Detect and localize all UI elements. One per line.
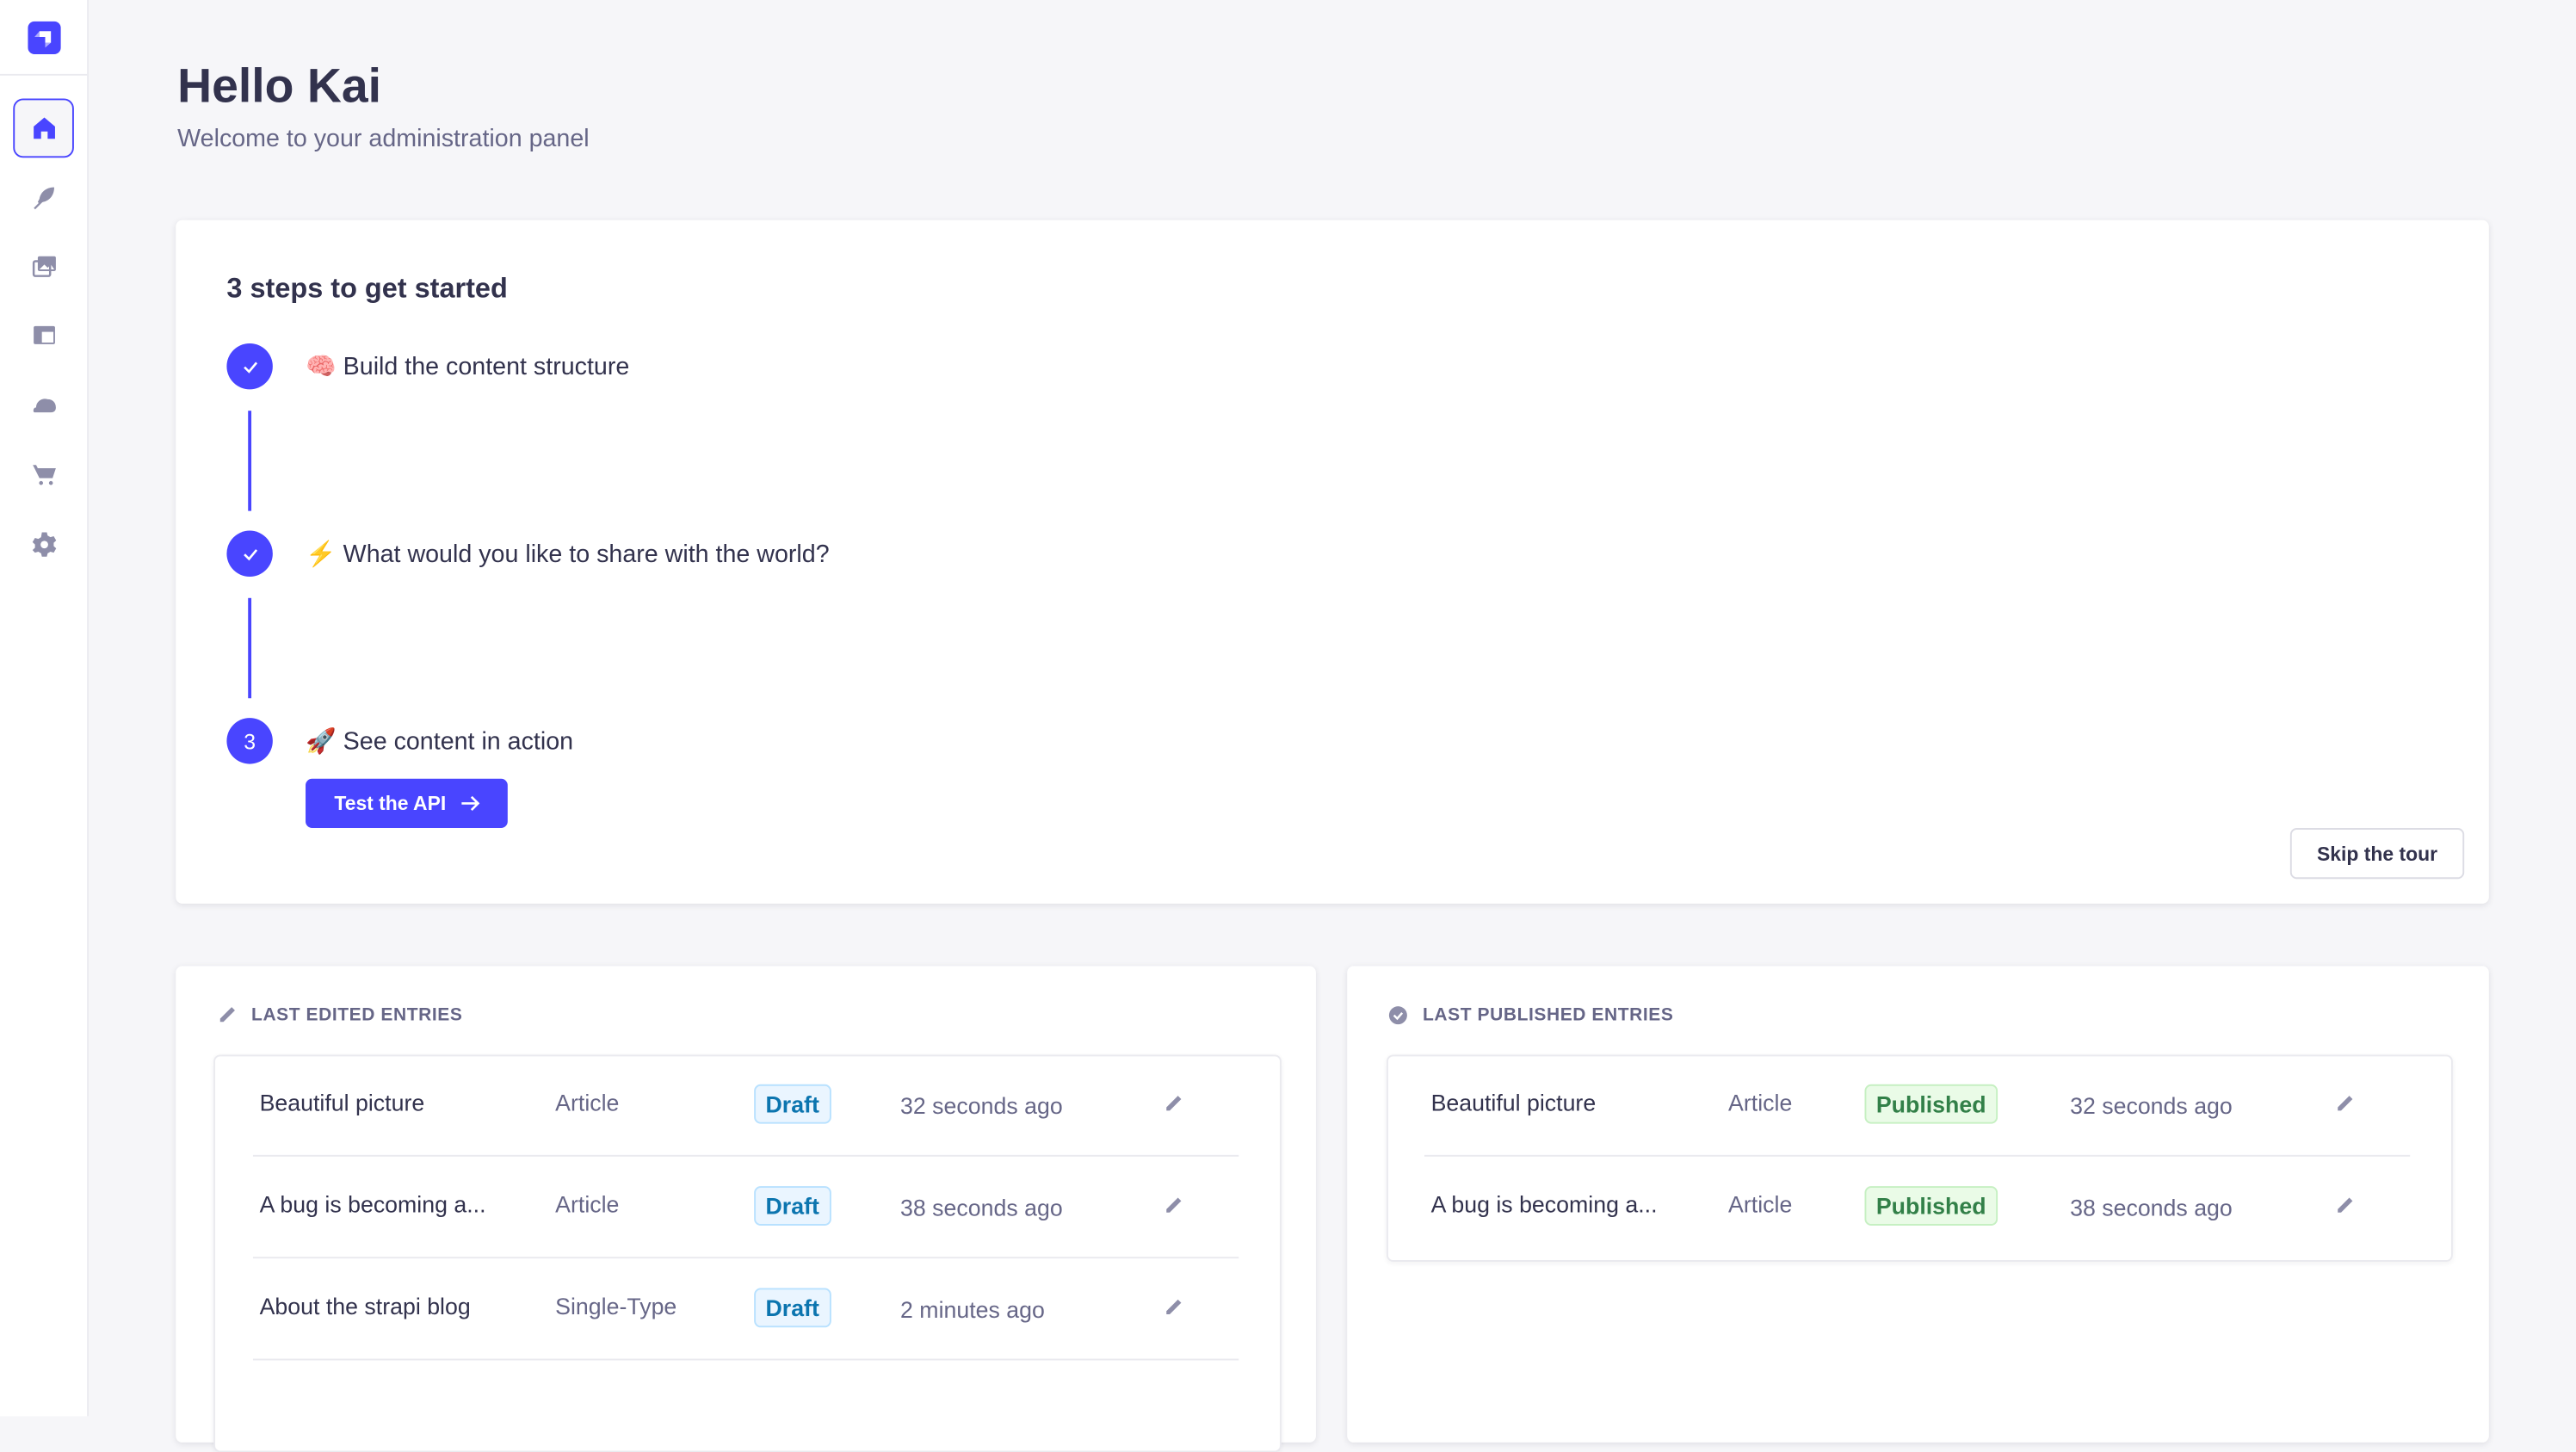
last-edited-title: LAST EDITED ENTRIES: [251, 1005, 463, 1026]
pencil-icon: [219, 1007, 235, 1023]
home-icon: [33, 117, 54, 139]
brain-emoji: 🧠: [306, 353, 337, 381]
entry-type: Article: [555, 1190, 620, 1218]
cloud-icon: [32, 399, 55, 413]
step-connector: [248, 597, 252, 699]
entry-time: 32 seconds ago: [2070, 1092, 2233, 1119]
check-circle-icon: [1388, 1006, 1407, 1025]
arrow-right-icon: [460, 795, 479, 811]
step-3-number: 3: [226, 718, 273, 764]
test-the-api-button[interactable]: Test the API: [306, 778, 508, 829]
status-badge: Draft: [754, 1084, 831, 1124]
last-published-title: LAST PUBLISHED ENTRIES: [1423, 1005, 1674, 1026]
entry-name[interactable]: Beautiful picture: [259, 1089, 425, 1116]
entry-time: 38 seconds ago: [2070, 1194, 2233, 1221]
last-published-table: [1387, 1054, 2453, 1262]
entry-name[interactable]: About the strapi blog: [259, 1293, 471, 1319]
entry-type: Article: [555, 1089, 620, 1116]
entry-time: 38 seconds ago: [900, 1194, 1063, 1221]
edit-entry-button[interactable]: [1163, 1195, 1183, 1224]
last-edited-table: [213, 1054, 1282, 1452]
step-2-done-check: [226, 530, 273, 577]
step-3: 🚀 See content in action: [306, 726, 573, 756]
sidebar-divider: [0, 73, 88, 76]
entry-time: 32 seconds ago: [900, 1092, 1063, 1119]
sidebar-item-settings[interactable]: [13, 514, 74, 573]
status-badge: Published: [1864, 1186, 1998, 1226]
entry-name[interactable]: A bug is becoming a...: [1430, 1190, 1658, 1218]
rocket-emoji: 🚀: [306, 727, 337, 757]
sidebar: [0, 0, 90, 1417]
edit-entry-button[interactable]: [1163, 1092, 1183, 1121]
entry-type: Article: [1728, 1089, 1793, 1116]
entry-name[interactable]: A bug is becoming a...: [259, 1190, 486, 1218]
onboarding-card: [176, 219, 2489, 904]
last-published-header: LAST PUBLISHED ENTRIES: [1388, 1005, 1674, 1025]
sidebar-item-home[interactable]: [13, 98, 74, 158]
feather-icon: [33, 187, 54, 210]
step-connector: [248, 411, 252, 511]
skip-tour-button[interactable]: Skip the tour: [2289, 828, 2465, 880]
edit-entry-button[interactable]: [1163, 1296, 1183, 1325]
step-1: 🧠 Build the content structure: [306, 351, 629, 380]
status-badge: Draft: [754, 1186, 831, 1226]
sidebar-item-content-manager[interactable]: [13, 168, 74, 227]
sidebar-item-marketplace[interactable]: [13, 374, 74, 434]
pencil-icon: [2338, 1197, 2353, 1213]
row-divider: [252, 1257, 1239, 1259]
gear-icon: [31, 532, 56, 557]
step-2-label: What would you like to share with the wo…: [343, 540, 830, 569]
step-3-label: See content in action: [343, 727, 574, 757]
sidebar-item-media-library[interactable]: [13, 237, 74, 296]
row-divider: [252, 1358, 1239, 1361]
entry-time: 2 minutes ago: [900, 1296, 1045, 1323]
row-divider: [1424, 1154, 2411, 1157]
step-1-label: Build the content structure: [343, 353, 630, 381]
layout-icon: [33, 325, 54, 344]
step-1-done-check: [226, 343, 273, 390]
check-icon: [243, 548, 257, 560]
row-divider: [252, 1154, 1239, 1157]
sidebar-item-content-type-builder[interactable]: [13, 306, 74, 365]
images-icon: [31, 256, 55, 277]
test-the-api-label: Test the API: [334, 792, 447, 815]
entry-type: Article: [1728, 1190, 1793, 1218]
sidebar-item-plugins[interactable]: [13, 445, 74, 504]
page-subtitle: Welcome to your administration panel: [177, 125, 590, 153]
onboarding-title: 3 steps to get started: [226, 272, 508, 305]
status-badge: Published: [1864, 1084, 1998, 1124]
cart-icon: [32, 465, 55, 485]
entry-type: Single-Type: [555, 1293, 677, 1319]
pencil-icon: [1166, 1096, 1182, 1111]
pencil-icon: [1166, 1299, 1182, 1315]
edit-entry-button[interactable]: [2334, 1092, 2354, 1121]
pencil-icon: [1166, 1197, 1182, 1213]
last-edited-header: LAST EDITED ENTRIES: [217, 1005, 462, 1025]
entry-name[interactable]: Beautiful picture: [1430, 1089, 1597, 1116]
pencil-icon: [2338, 1096, 2353, 1111]
strapi-logo[interactable]: [28, 21, 61, 54]
edit-entry-button[interactable]: [2334, 1195, 2354, 1224]
page-title: Hello Kai: [177, 60, 382, 114]
lightning-emoji: ⚡: [306, 540, 337, 569]
status-badge: Draft: [754, 1288, 831, 1328]
check-icon: [243, 361, 257, 373]
step-2: ⚡ What would you like to share with the …: [306, 539, 830, 568]
